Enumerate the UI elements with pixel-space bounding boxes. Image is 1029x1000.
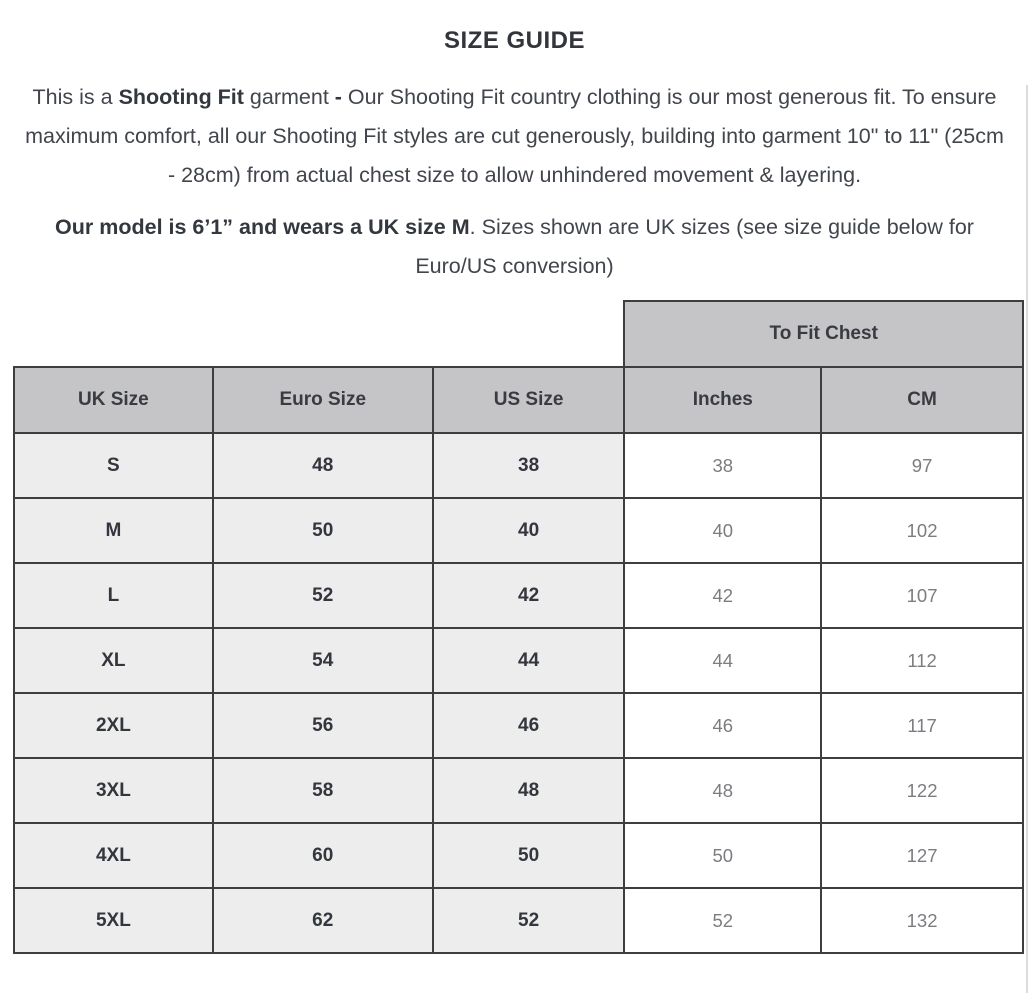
- page-edge-line: [1026, 85, 1028, 993]
- table-row-2xl: 2XL 56 46 46 117: [13, 692, 1024, 759]
- cell-chest-cm: 117: [820, 692, 1024, 759]
- cell-chest-inches: 40: [623, 497, 823, 564]
- intro-text-mid: garment: [243, 85, 335, 109]
- cell-chest-cm: 122: [820, 757, 1024, 824]
- cell-us-size: 40: [431, 497, 626, 564]
- cell-chest-inches: 52: [623, 887, 823, 954]
- page-title: SIZE GUIDE: [443, 27, 586, 54]
- col-header-uk-size: UK Size: [13, 366, 214, 434]
- cell-us-size: 42: [431, 562, 626, 629]
- group-header-row: To Fit Chest: [14, 300, 1024, 368]
- model-note-paragraph: Our model is 6’1” and wears a UK size M.…: [20, 208, 1009, 286]
- cell-uk-size: 3XL: [13, 757, 214, 824]
- cell-euro-size: 48: [211, 432, 434, 499]
- cell-chest-inches: 48: [623, 757, 823, 824]
- intro-paragraph: This is a Shooting Fit garment - Our Sho…: [20, 78, 1009, 195]
- table-row-5xl: 5XL 62 52 52 132: [13, 887, 1024, 954]
- cell-us-size: 52: [431, 887, 626, 954]
- cell-chest-cm: 112: [820, 627, 1024, 694]
- intro-text-rest: Our Shooting Fit country clothing is our…: [25, 85, 1004, 187]
- cell-us-size: 48: [431, 757, 626, 824]
- cell-us-size: 44: [431, 627, 626, 694]
- cell-chest-inches: 42: [623, 562, 823, 629]
- model-note-regular: . Sizes shown are UK sizes (see size gui…: [415, 215, 974, 278]
- cell-uk-size: S: [13, 432, 214, 499]
- cell-uk-size: M: [13, 497, 214, 564]
- model-note-bold: Our model is 6’1” and wears a UK size M: [55, 215, 470, 239]
- cell-uk-size: 5XL: [13, 887, 214, 954]
- cell-chest-cm: 107: [820, 562, 1024, 629]
- cell-chest-cm: 132: [820, 887, 1024, 954]
- col-header-euro-size: Euro Size: [211, 366, 434, 434]
- cell-euro-size: 52: [211, 562, 434, 629]
- size-guide-section: SIZE GUIDE This is a Shooting Fit garmen…: [13, 27, 1024, 954]
- cell-euro-size: 60: [211, 822, 434, 889]
- cell-chest-cm: 102: [820, 497, 1024, 564]
- to-fit-chest-header: To Fit Chest: [623, 300, 1024, 368]
- cell-chest-cm: 127: [820, 822, 1024, 889]
- table-row-4xl: 4XL 60 50 50 127: [13, 822, 1024, 889]
- cell-us-size: 46: [431, 692, 626, 759]
- col-header-us-size: US Size: [431, 366, 626, 434]
- table-row-s: S 48 38 38 97: [13, 432, 1024, 499]
- cell-us-size: 38: [431, 432, 626, 499]
- cell-uk-size: XL: [13, 627, 214, 694]
- table-row-xl: XL 54 44 44 112: [13, 627, 1024, 694]
- cell-uk-size: L: [13, 562, 214, 629]
- cell-euro-size: 62: [211, 887, 434, 954]
- column-header-row: UK Size Euro Size US Size Inches CM: [13, 366, 1024, 434]
- cell-chest-cm: 97: [820, 432, 1024, 499]
- cell-euro-size: 50: [211, 497, 434, 564]
- empty-spacer-cell: [14, 301, 625, 367]
- table-row-3xl: 3XL 58 48 48 122: [13, 757, 1024, 824]
- intro-dash-bold: -: [334, 85, 342, 109]
- cell-chest-inches: 44: [623, 627, 823, 694]
- cell-chest-inches: 50: [623, 822, 823, 889]
- cell-us-size: 50: [431, 822, 626, 889]
- cell-uk-size: 4XL: [13, 822, 214, 889]
- intro-text-start: This is a: [32, 85, 119, 109]
- fit-name-bold: Shooting Fit: [118, 85, 244, 109]
- table-row-m: M 50 40 40 102: [13, 497, 1024, 564]
- table-row-l: L 52 42 42 107: [13, 562, 1024, 629]
- cell-uk-size: 2XL: [13, 692, 214, 759]
- col-header-inches: Inches: [623, 366, 823, 434]
- cell-euro-size: 54: [211, 627, 434, 694]
- col-header-cm: CM: [820, 366, 1024, 434]
- size-table: To Fit Chest UK Size Euro Size US Size I…: [13, 300, 1024, 954]
- cell-chest-inches: 46: [623, 692, 823, 759]
- cell-euro-size: 56: [211, 692, 434, 759]
- cell-euro-size: 58: [211, 757, 434, 824]
- cell-chest-inches: 38: [623, 432, 823, 499]
